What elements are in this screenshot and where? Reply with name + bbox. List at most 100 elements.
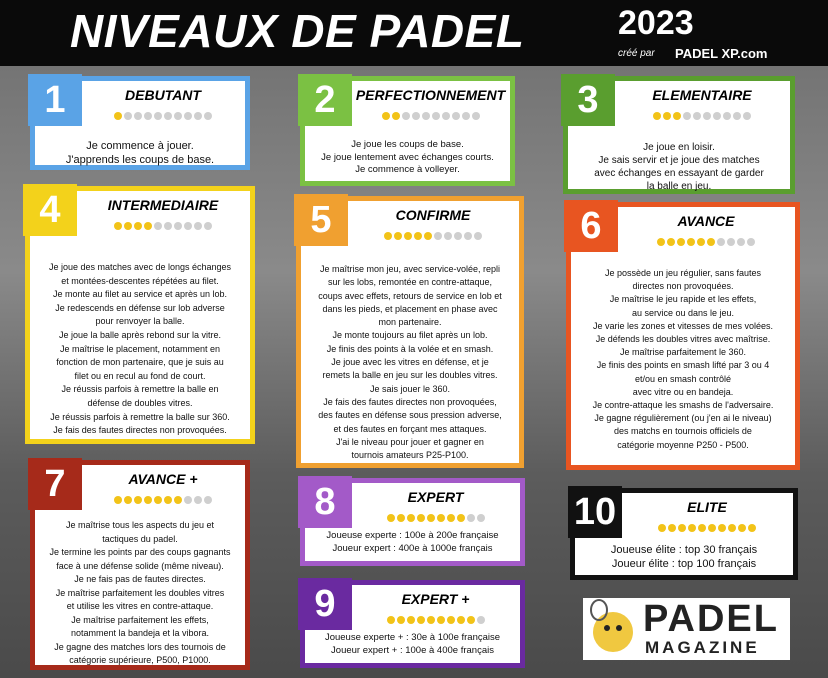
text-line: Joueur expert + : 100e à 400e français <box>331 645 494 656</box>
ball <box>154 222 162 230</box>
ball <box>474 232 482 240</box>
ball <box>657 238 665 246</box>
level-text: Je possède un jeu régulier, sans fautes d… <box>575 267 791 452</box>
ball <box>663 112 671 120</box>
ball <box>114 222 122 230</box>
ball <box>653 112 661 120</box>
text-line: Je commence à volleyer. <box>355 164 460 175</box>
text-line: Je joue en loisir. <box>643 142 715 153</box>
ball <box>391 112 400 120</box>
text-line: avec vitre ou en bandeja. <box>632 386 734 397</box>
ball <box>434 232 442 240</box>
level-text: Je joue des matches avec de longs échang… <box>34 261 246 438</box>
ball <box>406 514 415 522</box>
ball <box>416 514 425 522</box>
level-number: 6 <box>564 200 618 252</box>
ball <box>174 112 182 120</box>
text-line: Je monte au filet au service et après un… <box>52 289 228 300</box>
ball <box>743 112 751 120</box>
ball <box>444 232 452 240</box>
ball <box>386 514 395 522</box>
text-line: Je commence à jouer. <box>86 140 194 152</box>
text-line: Je maîtrise parfaitement le 360. <box>619 347 747 358</box>
text-line: fonction de mon partenaire, que je suis … <box>56 357 224 368</box>
text-line: défense de doubles vitres. <box>87 397 193 408</box>
level-card: 7 AVANCE + Je maîtrise tous les aspects du… <box>28 458 250 670</box>
text-line: Je ne fais pas de fautes directes. <box>74 574 206 584</box>
level-card: 9 EXPERT + Joueuse experte + : 30e à 100e … <box>298 578 525 668</box>
ball <box>134 222 142 230</box>
ball-rating <box>85 491 241 509</box>
text-line: Je joue les coups de base. <box>351 139 464 150</box>
ball <box>194 222 202 230</box>
text-line: Je finis des points à la volée et en sma… <box>326 343 494 354</box>
text-line: catégorie supérieure, P500, P1000. <box>69 655 211 665</box>
text-line: des matchs en tournois officiels de <box>614 426 752 437</box>
text-line: Je joue la balle après rebond sur la vit… <box>58 329 222 340</box>
text-line: Je varie les zones et vitesses de mes vo… <box>592 320 774 331</box>
ball <box>114 112 122 120</box>
level-text: Je maîtrise tous les aspects du jeu et ta… <box>39 519 241 668</box>
ball <box>708 524 716 532</box>
ball <box>747 238 755 246</box>
text-line: au service ou dans le jeu. <box>631 307 735 318</box>
ball <box>466 514 475 522</box>
level-card: 6 AVANCE Je possède un jeu régulier, sans … <box>564 200 800 470</box>
level-number: 2 <box>298 74 352 126</box>
ball <box>451 112 460 120</box>
text-line: pour renvoyer la balle. <box>95 316 185 327</box>
ball <box>471 112 480 120</box>
ball <box>748 524 756 532</box>
logo-sub: MAGAZINE <box>645 638 760 657</box>
text-line: Je fais des fautes directes non provoqué… <box>53 425 227 436</box>
text-line: mon partenaire. <box>378 317 442 328</box>
ball <box>426 616 435 624</box>
logo: PADEL MAGAZINE <box>583 598 790 660</box>
ball-rating <box>618 107 786 125</box>
ball <box>174 222 182 230</box>
text-line: Je maîtrise parfaitement les doubles vit… <box>55 587 225 598</box>
ball <box>421 112 430 120</box>
ball <box>154 112 162 120</box>
text-line: Je réussis parfois à remettre la balle e… <box>61 384 219 395</box>
level-number: 7 <box>28 458 82 510</box>
text-line: dans les pieds, et placement en phase av… <box>322 303 498 314</box>
ball <box>396 514 405 522</box>
ball-rating <box>355 509 516 527</box>
text-line: notamment la bandeja et la vibora. <box>70 628 210 638</box>
level-title: ELEMENTAIRE <box>652 87 752 103</box>
text-line: Je gagne des matches lors des tournois d… <box>54 641 226 652</box>
text-line: tactiques du padel. <box>102 533 178 544</box>
ball-rating <box>621 233 791 251</box>
ball <box>204 222 212 230</box>
text-line: remets la balle en jeu sur les doubles v… <box>322 370 498 381</box>
text-line: filet ou en recul au fond de court. <box>74 370 206 381</box>
ball <box>688 524 696 532</box>
ball <box>124 222 132 230</box>
level-text: Joueuse experte + : 30e à 100e française… <box>309 631 516 657</box>
ball <box>673 112 681 120</box>
ball <box>381 112 390 120</box>
ball <box>658 524 666 532</box>
level-number: 5 <box>294 194 348 246</box>
level-title: INTERMEDIAIRE <box>107 197 219 213</box>
level-number: 9 <box>298 578 352 630</box>
ball <box>416 616 425 624</box>
ball <box>738 524 746 532</box>
ball <box>446 616 455 624</box>
header: NIVEAUX DE PADEL 2023 créé par PADEL XP.… <box>0 0 828 66</box>
level-title: EXPERT <box>407 489 464 505</box>
ball <box>194 496 202 504</box>
ball <box>401 112 410 120</box>
ball <box>693 112 701 120</box>
text-line: Je réussis parfois à remettre la balle s… <box>50 411 230 422</box>
text-line: des fautes en défense sous pression adve… <box>318 410 502 421</box>
text-line: et montées-descentes répétées au filet. <box>61 275 219 286</box>
text-line: Je maîtrise le placement, notamment en <box>59 343 221 354</box>
ball <box>184 222 192 230</box>
ball <box>406 616 415 624</box>
text-line: Je gagne régulièrement (ou j'en ai le ni… <box>594 413 772 424</box>
ball-rating <box>355 107 506 125</box>
ball <box>436 514 445 522</box>
level-title: AVANCE + <box>128 471 198 487</box>
